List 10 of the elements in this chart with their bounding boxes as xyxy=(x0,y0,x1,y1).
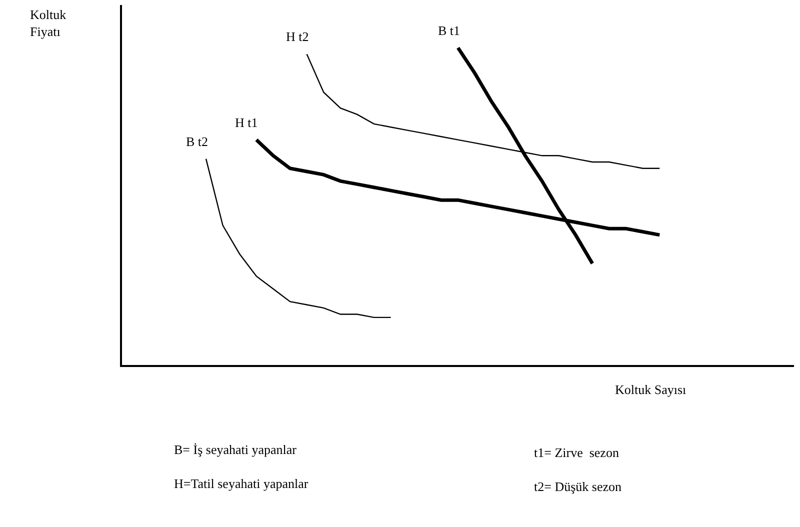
text: B= İş seyahati yapanlar xyxy=(174,442,298,457)
text: t1= Zirve sezon xyxy=(534,445,620,460)
series-label: B t1 xyxy=(438,23,460,38)
series-label: B t2 xyxy=(186,134,208,149)
y-axis-title: Koltuk Fiyatı xyxy=(30,7,67,39)
series-label: H t2 xyxy=(286,29,309,44)
series-label: H t1 xyxy=(235,115,258,130)
x-axis-title: Koltuk Sayısı xyxy=(615,382,687,397)
text: H=Tatil seyahati yapanlar xyxy=(174,476,309,491)
text: t2= Düşük sezon xyxy=(534,479,622,494)
